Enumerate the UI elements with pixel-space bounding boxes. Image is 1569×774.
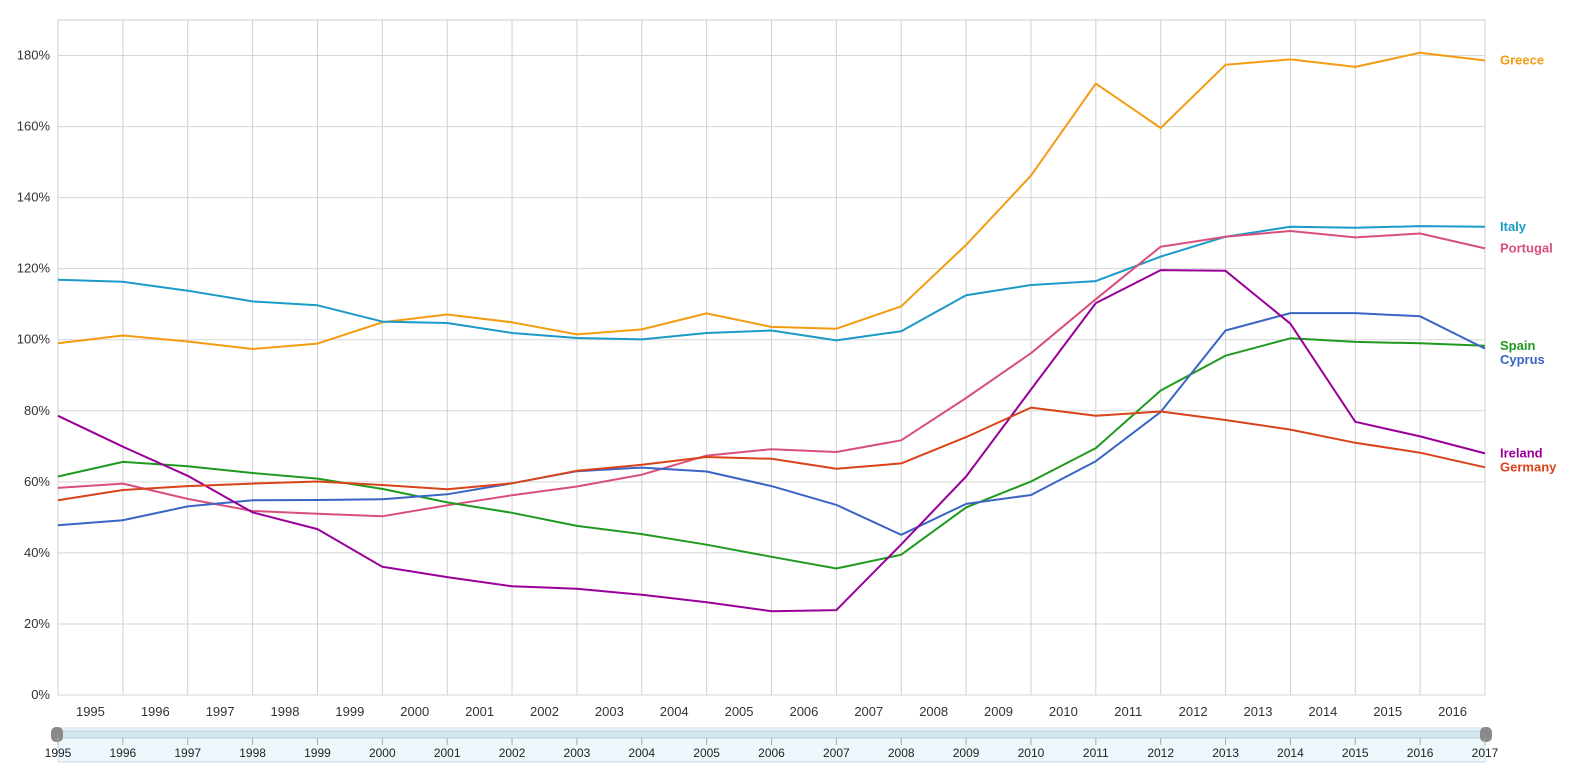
x-tick-label: 2014 xyxy=(1308,704,1337,719)
range-year-label: 1998 xyxy=(239,746,266,760)
range-year-label: 2001 xyxy=(434,746,461,760)
x-tick-label: 1997 xyxy=(206,704,235,719)
x-tick-label: 2016 xyxy=(1438,704,1467,719)
y-tick-label: 100% xyxy=(17,332,51,347)
range-year-label: 2013 xyxy=(1212,746,1239,760)
range-handle-end[interactable] xyxy=(1480,727,1492,742)
y-tick-label: 160% xyxy=(17,119,51,134)
x-tick-label: 2011 xyxy=(1114,704,1142,719)
range-year-label: 1999 xyxy=(304,746,331,760)
gridlines xyxy=(57,19,1486,696)
series-line-spain xyxy=(57,337,1486,570)
range-year-label: 2005 xyxy=(693,746,720,760)
legend-label-portugal: Portugal xyxy=(1500,240,1553,255)
range-selection[interactable] xyxy=(57,730,1486,739)
range-year-label: 2003 xyxy=(564,746,591,760)
y-tick-label: 0% xyxy=(31,687,50,702)
x-tick-label: 2015 xyxy=(1373,704,1402,719)
range-year-label: 2017 xyxy=(1472,746,1499,760)
range-handle-start[interactable] xyxy=(51,727,63,742)
range-year-label: 2014 xyxy=(1277,746,1304,760)
x-tick-label: 2008 xyxy=(919,704,948,719)
x-tick-label: 2000 xyxy=(400,704,429,719)
range-year-label: 2007 xyxy=(823,746,850,760)
y-tick-label: 20% xyxy=(24,616,50,631)
y-tick-label: 60% xyxy=(24,474,50,489)
x-tick-label: 1999 xyxy=(335,704,364,719)
range-year-label: 1995 xyxy=(45,746,72,760)
x-tick-label: 2002 xyxy=(530,704,559,719)
series-line-portugal xyxy=(57,230,1486,518)
series-line-italy xyxy=(57,225,1486,342)
legend-label-germany: Germany xyxy=(1500,459,1557,474)
y-tick-label: 40% xyxy=(24,545,50,560)
range-year-label: 2008 xyxy=(888,746,915,760)
y-tick-label: 180% xyxy=(17,48,51,63)
legend-label-ireland: Ireland xyxy=(1500,445,1543,460)
legend-label-italy: Italy xyxy=(1500,219,1527,234)
range-year-label: 1997 xyxy=(174,746,201,760)
x-tick-label: 2012 xyxy=(1179,704,1208,719)
range-year-label: 2015 xyxy=(1342,746,1369,760)
series-lines xyxy=(57,51,1486,613)
legend-label-cyprus: Cyprus xyxy=(1500,352,1545,367)
x-tick-label: 1995 xyxy=(76,704,105,719)
range-year-label: 1996 xyxy=(110,746,137,760)
y-axis-ticks: 0% 20% 40% 60% 80% 100% 120% 140% 160% 180% xyxy=(17,48,51,702)
x-tick-label: 2001 xyxy=(465,704,494,719)
x-tick-label: 2007 xyxy=(854,704,883,719)
range-selector[interactable]: 1995 1996 1997 1998 1999 2000 2001 2002 2003 2004… xyxy=(45,727,1499,763)
series-line-greece xyxy=(57,51,1486,350)
range-year-label: 2004 xyxy=(628,746,655,760)
range-year-label: 2016 xyxy=(1407,746,1434,760)
series-line-ireland xyxy=(57,269,1486,613)
series-line-germany xyxy=(57,406,1486,502)
range-year-label: 2012 xyxy=(1147,746,1174,760)
x-tick-label: 2006 xyxy=(789,704,818,719)
y-tick-label: 140% xyxy=(17,190,51,205)
x-tick-label: 2004 xyxy=(660,704,689,719)
range-year-label: 2000 xyxy=(369,746,396,760)
range-year-label: 2009 xyxy=(953,746,980,760)
x-tick-label: 2010 xyxy=(1049,704,1078,719)
legend-label-greece: Greece xyxy=(1500,53,1544,68)
range-year-label: 2010 xyxy=(1018,746,1045,760)
x-tick-label: 2003 xyxy=(595,704,624,719)
x-tick-label: 2009 xyxy=(984,704,1013,719)
y-tick-label: 120% xyxy=(17,261,51,276)
x-tick-label: 1996 xyxy=(141,704,170,719)
x-tick-label: 2013 xyxy=(1244,704,1273,719)
x-tick-label: 1998 xyxy=(271,704,300,719)
series-line-cyprus xyxy=(57,312,1486,536)
x-axis-ticks: 1995 1996 1997 1998 1999 2000 2001 2002 2003 2004… xyxy=(76,704,1467,719)
legend-label-spain: Spain xyxy=(1500,338,1535,353)
range-year-label: 2002 xyxy=(499,746,526,760)
x-tick-label: 2005 xyxy=(725,704,754,719)
range-year-label: 2006 xyxy=(758,746,785,760)
range-year-label: 2011 xyxy=(1083,746,1109,760)
y-tick-label: 80% xyxy=(24,403,50,418)
